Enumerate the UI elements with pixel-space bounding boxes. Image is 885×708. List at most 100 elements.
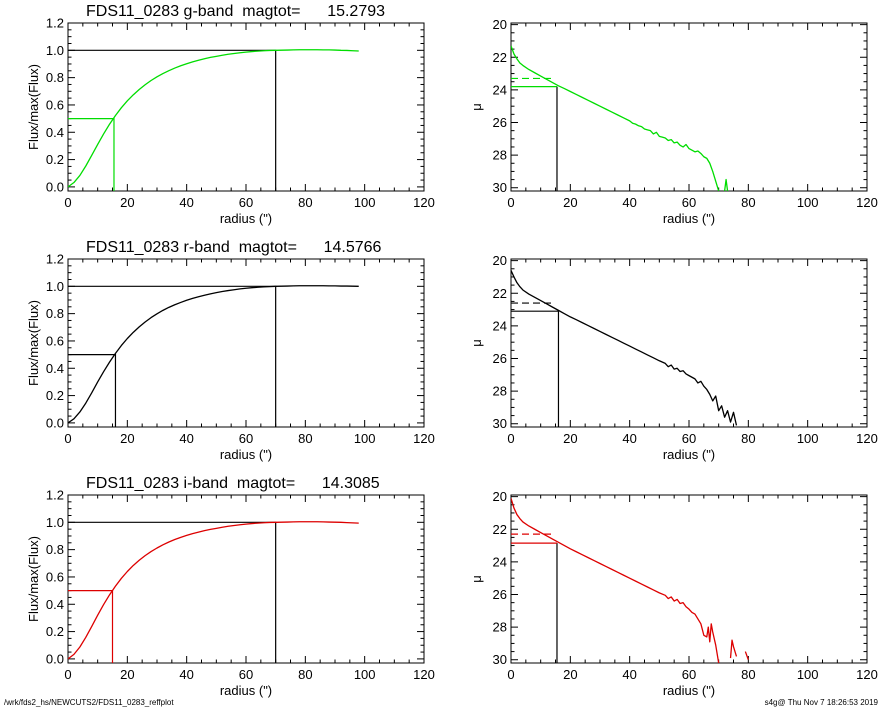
chart5-ytick-label-5: 30	[493, 652, 507, 667]
chart-panel-i-growth: 0 20 40 60 80 100 120 0.0 0.2 0.4 0.6 0.8 1.0 1.2 radi…	[26, 475, 435, 698]
chart2-ytick-label-2: 0.4	[46, 361, 64, 376]
chart4-ytick-label-4: 0.8	[46, 542, 64, 557]
chart3-ytick-label-5: 30	[493, 416, 507, 431]
chart2-xtick-label-0: 0	[64, 431, 71, 446]
chart1-series-line-0	[511, 45, 729, 191]
chart5-xtick-label-6: 120	[856, 667, 878, 682]
chart2-xtick-label-1: 20	[120, 431, 134, 446]
chart3-ytick-label-0: 20	[493, 253, 507, 268]
chart1-xtick-label-4: 80	[741, 195, 755, 210]
chart4-title: FDS11_0283 i-band magtot= 14.3085	[86, 475, 380, 492]
chart0-half-light-guide	[68, 118, 115, 191]
chart3-xlabel: radius (")	[663, 447, 715, 462]
chart4-xtick-label-3: 60	[239, 667, 253, 682]
chart0-xtick-label-3: 60	[239, 195, 253, 210]
chart1-xtick-label-5: 100	[797, 195, 819, 210]
chart5-ytick-label-3: 26	[493, 587, 507, 602]
chart2-ylabel: Flux/max(Flux)	[26, 300, 41, 386]
chart0-ytick-label-4: 0.8	[46, 70, 64, 85]
chart3-ylabel: μ	[469, 339, 484, 347]
chart1-ytick-label-4: 28	[493, 148, 507, 163]
chart4-ytick-label-3: 0.6	[46, 569, 64, 584]
chart5-xtick-label-3: 60	[682, 667, 696, 682]
footer-path: /wrk/fds2_hs/NEWCUTS2/FDS11_0283_reffplo…	[4, 698, 174, 707]
chart1-ytick-label-1: 22	[493, 50, 507, 65]
chart1-frame	[510, 22, 868, 192]
chart3-ytick-label-4: 28	[493, 384, 507, 399]
chart4-ytick-label-1: 0.2	[46, 624, 64, 639]
chart4-ytick-label-2: 0.4	[46, 597, 64, 612]
chart4-total-flux-guide	[68, 521, 277, 663]
chart2-xtick-label-6: 120	[413, 431, 435, 446]
chart4-ylabel: Flux/max(Flux)	[26, 536, 41, 622]
chart1-plot-area	[511, 45, 729, 191]
chart3-ytick-label-3: 26	[493, 351, 507, 366]
chart2-xtick-label-3: 60	[239, 431, 253, 446]
chart4-plot-area	[68, 521, 359, 663]
chart5-frame	[510, 494, 868, 664]
chart-panel-r-mu: 0 20 40 60 80 100 120 20 22 24 26 28 30 radius (") μ	[469, 253, 878, 462]
chart5-series-line-0	[511, 498, 749, 663]
chart-panel-g-mu: 0 20 40 60 80 100 120 20 22 24 26 28 30 radius (") μ	[469, 17, 878, 226]
chart3-xtick-label-6: 120	[856, 431, 878, 446]
chart3-plot-area	[511, 270, 738, 427]
chart4-xtick-label-4: 80	[298, 667, 312, 682]
chart1-xtick-label-3: 60	[682, 195, 696, 210]
chart5-xtick-label-0: 0	[507, 667, 514, 682]
chart1-ytick-label-0: 20	[493, 17, 507, 32]
chart-panel-i-mu: 0 20 40 60 80 100 120 20 22 24 26 28 30 radius (") μ	[469, 489, 878, 698]
chart2-series-line-0	[68, 285, 359, 424]
chart2-xtick-label-4: 80	[298, 431, 312, 446]
chart2-ytick-label-1: 0.2	[46, 388, 64, 403]
chart1-xtick-label-2: 40	[622, 195, 636, 210]
chart2-ytick-label-6: 1.2	[46, 252, 64, 267]
chart2-ytick-label-5: 1.0	[46, 279, 64, 294]
chart0-xlabel: radius (")	[220, 211, 272, 226]
chart3-xtick-label-2: 40	[622, 431, 636, 446]
chart0-xtick-label-0: 0	[64, 195, 71, 210]
chart2-xtick-label-2: 40	[179, 431, 193, 446]
chart2-xtick-label-5: 100	[354, 431, 376, 446]
chart4-ytick-label-5: 1.0	[46, 515, 64, 530]
chart4-series-line-0	[68, 521, 359, 660]
chart5-xtick-label-4: 80	[741, 667, 755, 682]
chart5-ytick-label-1: 22	[493, 522, 507, 537]
chart4-xtick-label-0: 0	[64, 667, 71, 682]
chart0-title: FDS11_0283 g-band magtot= 15.2793	[86, 3, 385, 20]
chart5-xtick-label-1: 20	[563, 667, 577, 682]
chart3-xtick-label-1: 20	[563, 431, 577, 446]
chart3-xtick-label-4: 80	[741, 431, 755, 446]
chart3-frame	[510, 258, 868, 428]
chart1-ytick-label-5: 30	[493, 180, 507, 195]
chart2-frame	[67, 258, 425, 428]
chart4-xtick-label-6: 120	[413, 667, 435, 682]
chart5-xtick-label-5: 100	[797, 667, 819, 682]
footer-timestamp: s4g@ Thu Nov 7 18:26:53 2019	[765, 698, 879, 707]
chart0-ytick-label-2: 0.4	[46, 125, 64, 140]
chart5-ytick-label-4: 28	[493, 620, 507, 635]
chart2-ytick-label-3: 0.6	[46, 333, 64, 348]
chart0-ytick-label-6: 1.2	[46, 16, 64, 31]
chart0-ytick-label-5: 1.0	[46, 43, 64, 58]
chart0-xtick-label-4: 80	[298, 195, 312, 210]
chart3-xtick-label-0: 0	[507, 431, 514, 446]
chart1-xtick-label-0: 0	[507, 195, 514, 210]
chart3-series-line-0	[511, 270, 738, 426]
chart2-half-light-guide	[68, 354, 117, 427]
chart0-xtick-label-2: 40	[179, 195, 193, 210]
chart4-ytick-label-6: 1.2	[46, 488, 64, 503]
chart5-ylabel: μ	[469, 575, 484, 583]
chart0-ytick-label-1: 0.2	[46, 152, 64, 167]
chart2-ytick-label-4: 0.8	[46, 306, 64, 321]
chart2-ytick-label-0: 0.0	[46, 415, 64, 430]
chart1-ylabel: μ	[469, 103, 484, 111]
chart2-xlabel: radius (")	[220, 447, 272, 462]
chart-panel-r-growth: 0 20 40 60 80 100 120 0.0 0.2 0.4 0.6 0.8 1.0 1.2 radi…	[26, 239, 435, 462]
chart3-xtick-label-5: 100	[797, 431, 819, 446]
chart1-ytick-label-2: 24	[493, 82, 507, 97]
chart1-xlabel: radius (")	[663, 211, 715, 226]
chart-panel-g-growth: 0 20 40 60 80 100 120 0.0 0.2 0.4 0.6 0.8 1.0 1.2 radi…	[26, 3, 435, 226]
chart0-xtick-label-5: 100	[354, 195, 376, 210]
chart2-total-flux-guide	[68, 285, 277, 427]
